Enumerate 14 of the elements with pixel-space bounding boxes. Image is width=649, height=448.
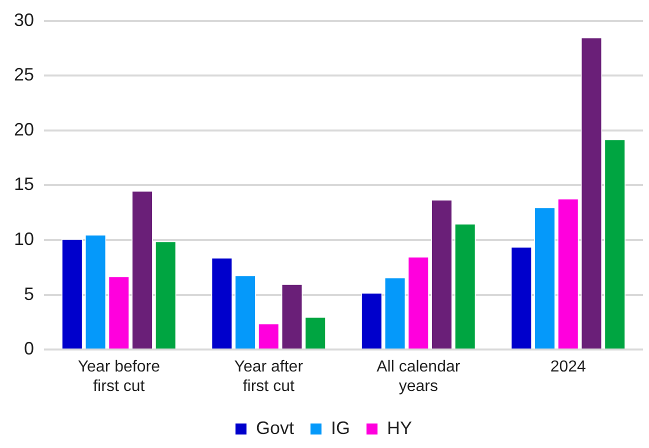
y-tick-label: 5 [24,284,34,304]
x-tick-label: All calendar years [376,358,461,395]
y-tick-label: 25 [14,64,34,85]
legend-label: IG [331,418,350,438]
legend-label: HY [387,418,412,438]
x-tick-label: Year before first cut [78,358,160,395]
x-tick-label: Year after first cut [234,358,304,395]
legend-label: Govt [256,418,294,438]
y-tick-label: 10 [14,228,34,249]
y-tick-label: 30 [14,10,34,30]
y-tick-label: 0 [24,338,34,359]
x-tick-label: 2024 [550,358,586,376]
y-tick-label: 20 [14,119,34,140]
y-tick-label: 15 [14,174,34,194]
